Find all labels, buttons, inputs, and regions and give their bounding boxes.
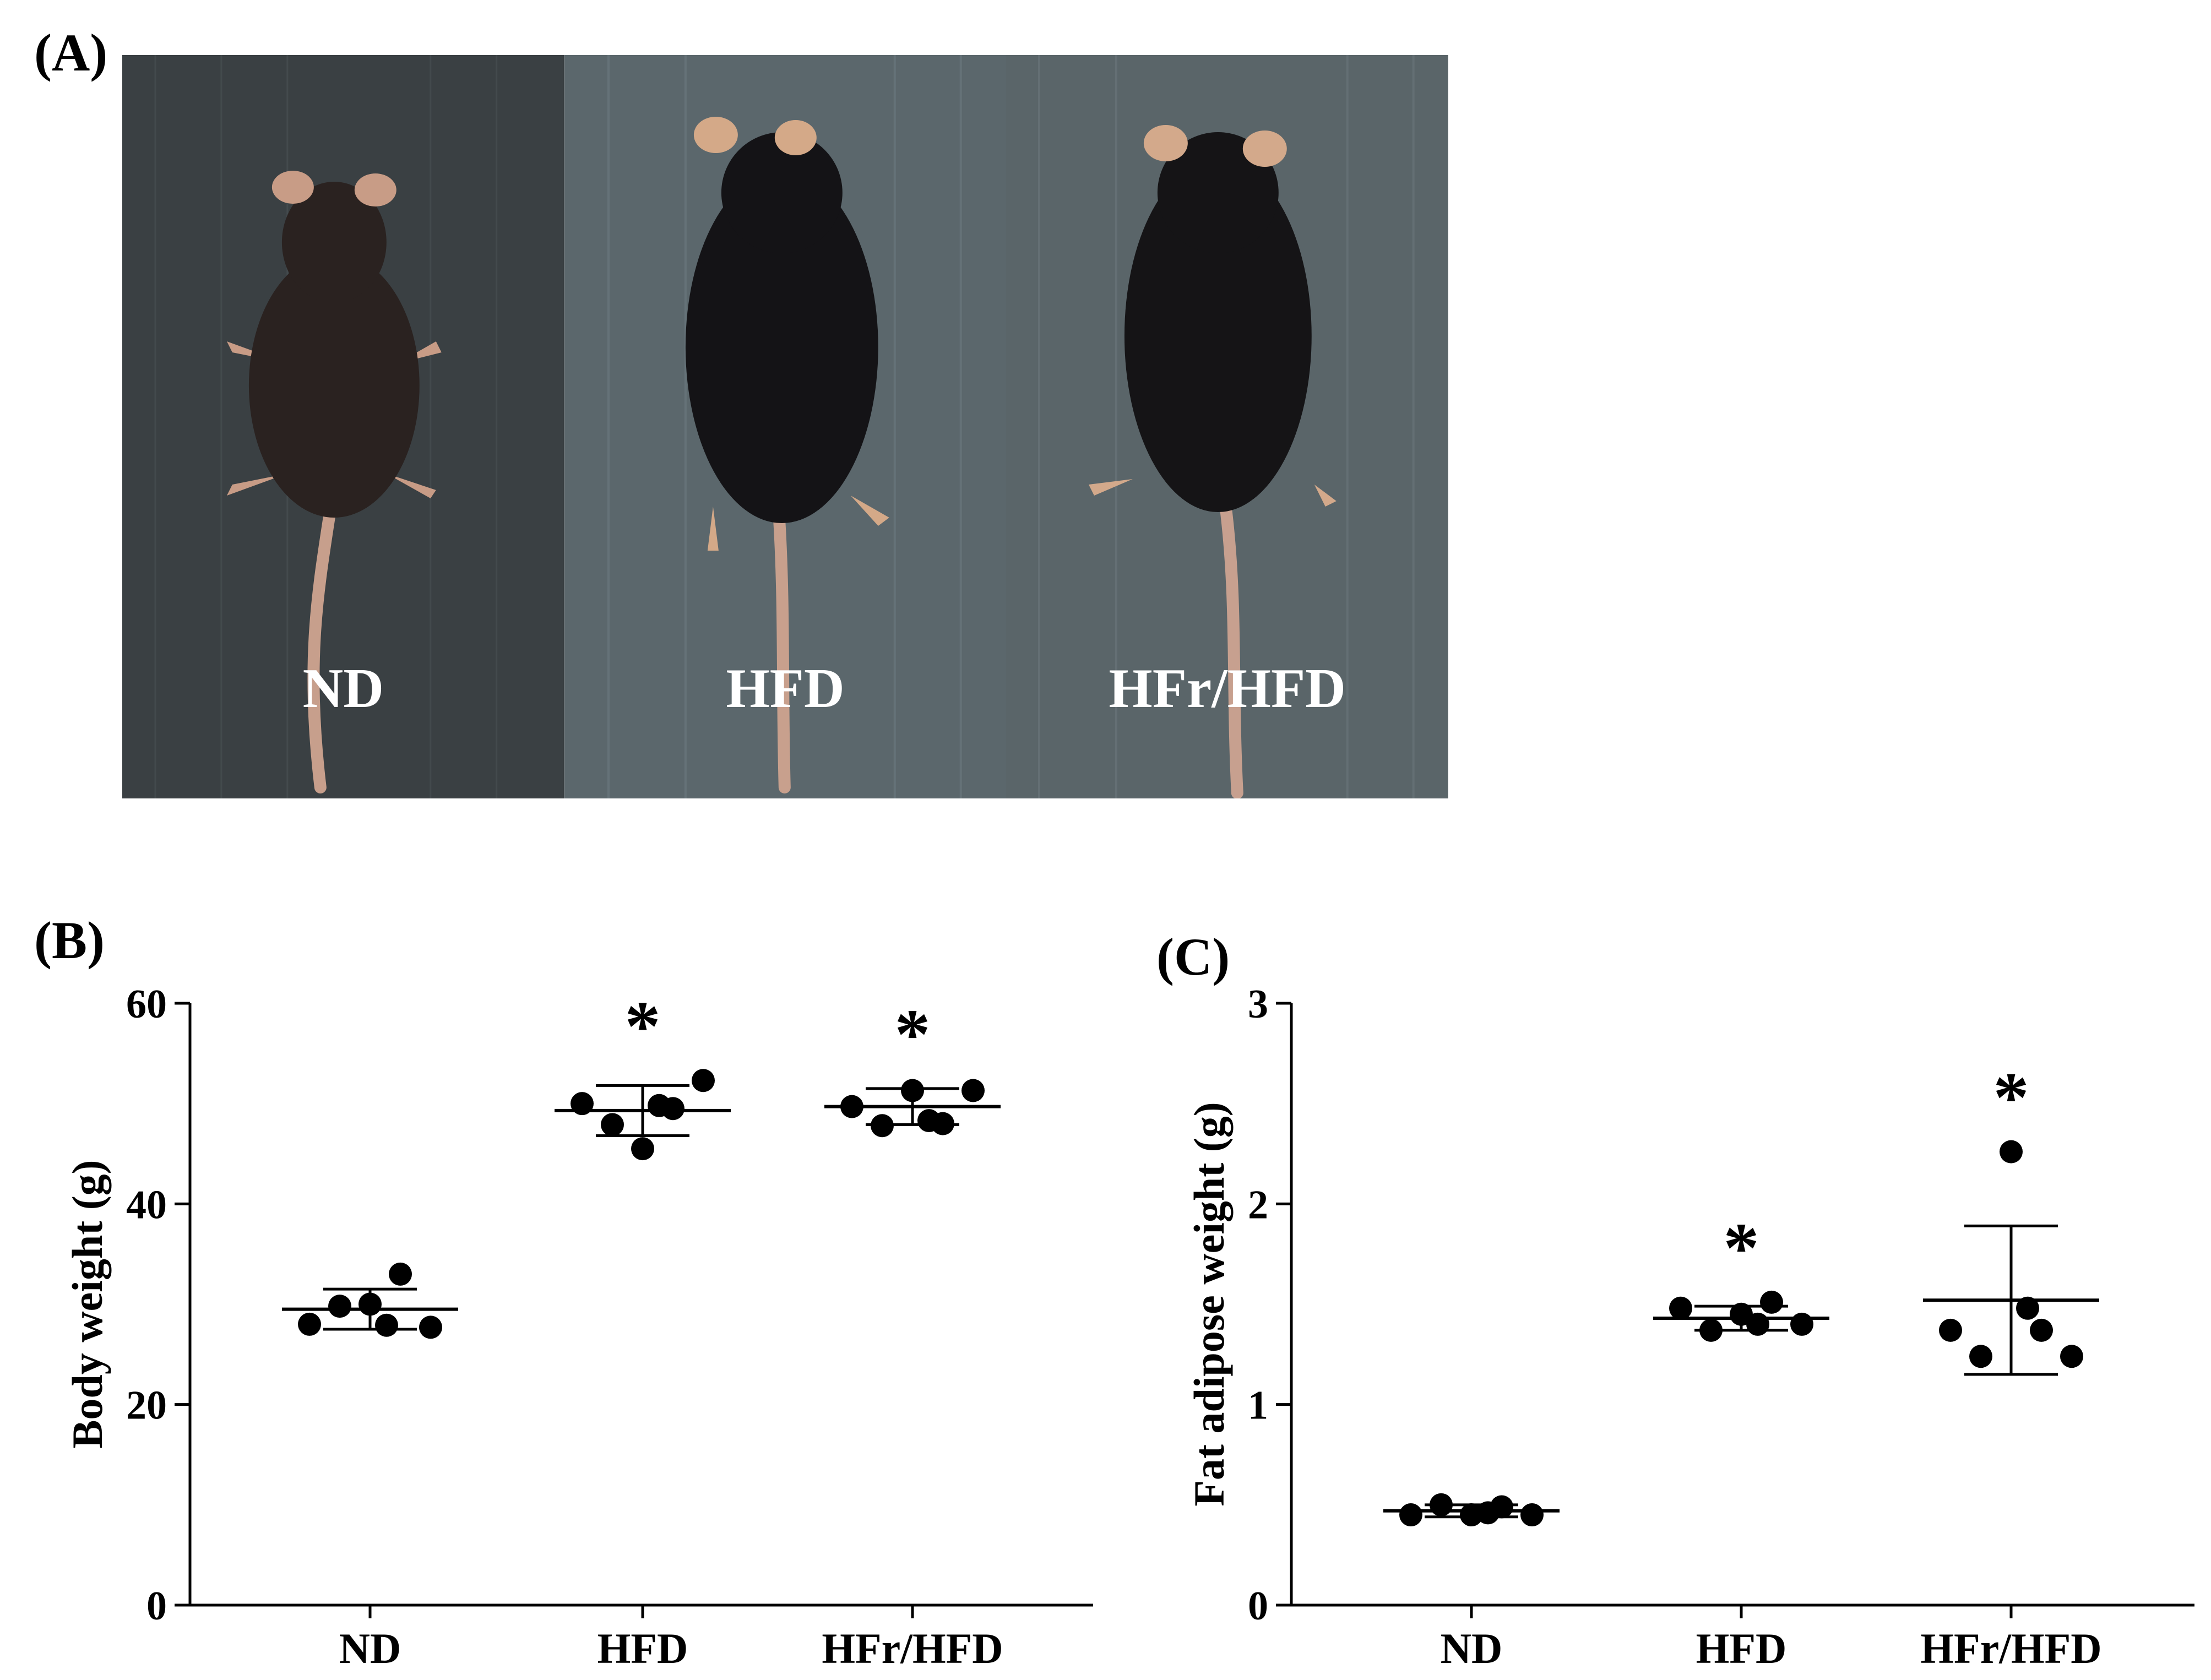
fat-weight-data-point — [1969, 1345, 1992, 1368]
fat-adipose-weight-chart: 0 1 2 3 Fat adipose weight (g) ND HFD HFr/HFD * * — [1185, 982, 2194, 1672]
fat-weight-x-tick-label: HFr/HFD — [1920, 1624, 2101, 1672]
body-weight-y-tick-label: 0 — [146, 1584, 167, 1629]
fat-weight-y-tick-label: 0 — [1248, 1584, 1268, 1629]
fat-weight-data-point — [1746, 1313, 1769, 1336]
fat-weight-data-point — [1669, 1297, 1692, 1320]
fat-weight-data-point — [1939, 1319, 1962, 1342]
fat-weight-x-tick-label: HFD — [1696, 1624, 1787, 1672]
body-weight-data-point — [328, 1295, 351, 1318]
fat-weight-data-point — [1399, 1503, 1422, 1526]
body-weight-data-point — [631, 1137, 654, 1160]
fat-weight-significance-marker: * — [1993, 1058, 2029, 1138]
body-weight-x-tick-label: HFr/HFD — [822, 1624, 1003, 1672]
body-weight-data-point — [692, 1069, 715, 1092]
fat-weight-y-tick-label: 2 — [1248, 1182, 1268, 1227]
body-weight-data-point — [358, 1293, 382, 1316]
fat-weight-data-point — [2016, 1297, 2039, 1320]
body-weight-data-point — [571, 1092, 594, 1115]
body-weight-data-point — [961, 1079, 985, 1102]
dot-plots: 0 20 40 60 Body weight (g) ND HFD HFr/HFD * * 0 1 2… — [0, 0, 2211, 1680]
body-weight-data-point — [901, 1079, 924, 1102]
fat-weight-data-point — [1790, 1313, 1813, 1336]
body-weight-y-tick-label: 60 — [126, 982, 167, 1027]
fat-weight-significance-marker: * — [1724, 1209, 1759, 1288]
fat-weight-data-point — [2000, 1140, 2023, 1164]
body-weight-y-tick-label: 40 — [126, 1182, 167, 1227]
body-weight-data-point — [375, 1314, 398, 1337]
body-weight-data-point — [298, 1313, 321, 1336]
body-weight-x-tick-label: ND — [339, 1624, 401, 1672]
fat-weight-y-axis-label: Fat adipose weight (g) — [1185, 1102, 1233, 1506]
body-weight-data-point — [389, 1263, 412, 1286]
fat-weight-data-point — [2060, 1345, 2083, 1368]
fat-weight-data-point — [1760, 1291, 1783, 1314]
body-weight-significance-marker: * — [625, 987, 661, 1066]
body-weight-significance-marker: * — [895, 995, 931, 1074]
fat-weight-data-point — [1476, 1501, 1500, 1524]
body-weight-data-point — [601, 1113, 624, 1136]
fat-weight-data-point — [1430, 1493, 1453, 1516]
body-weight-data-point — [917, 1109, 941, 1132]
body-weight-data-point — [840, 1095, 863, 1118]
fat-weight-data-point — [1520, 1503, 1544, 1526]
body-weight-y-tick-label: 20 — [126, 1383, 167, 1428]
body-weight-chart: 0 20 40 60 Body weight (g) ND HFD HFr/HFD * * — [63, 982, 1093, 1672]
body-weight-data-point — [871, 1114, 894, 1137]
fat-weight-x-tick-label: ND — [1441, 1624, 1503, 1672]
body-weight-y-axis-label: Body weight (g) — [63, 1160, 111, 1448]
body-weight-data-point — [648, 1094, 671, 1117]
fat-weight-y-tick-label: 1 — [1248, 1383, 1268, 1428]
body-weight-data-point — [419, 1315, 442, 1339]
fat-weight-data-point — [2030, 1319, 2053, 1342]
fat-weight-data-point — [1699, 1319, 1723, 1342]
fat-weight-y-tick-label: 3 — [1248, 982, 1268, 1027]
body-weight-x-tick-label: HFD — [597, 1624, 688, 1672]
